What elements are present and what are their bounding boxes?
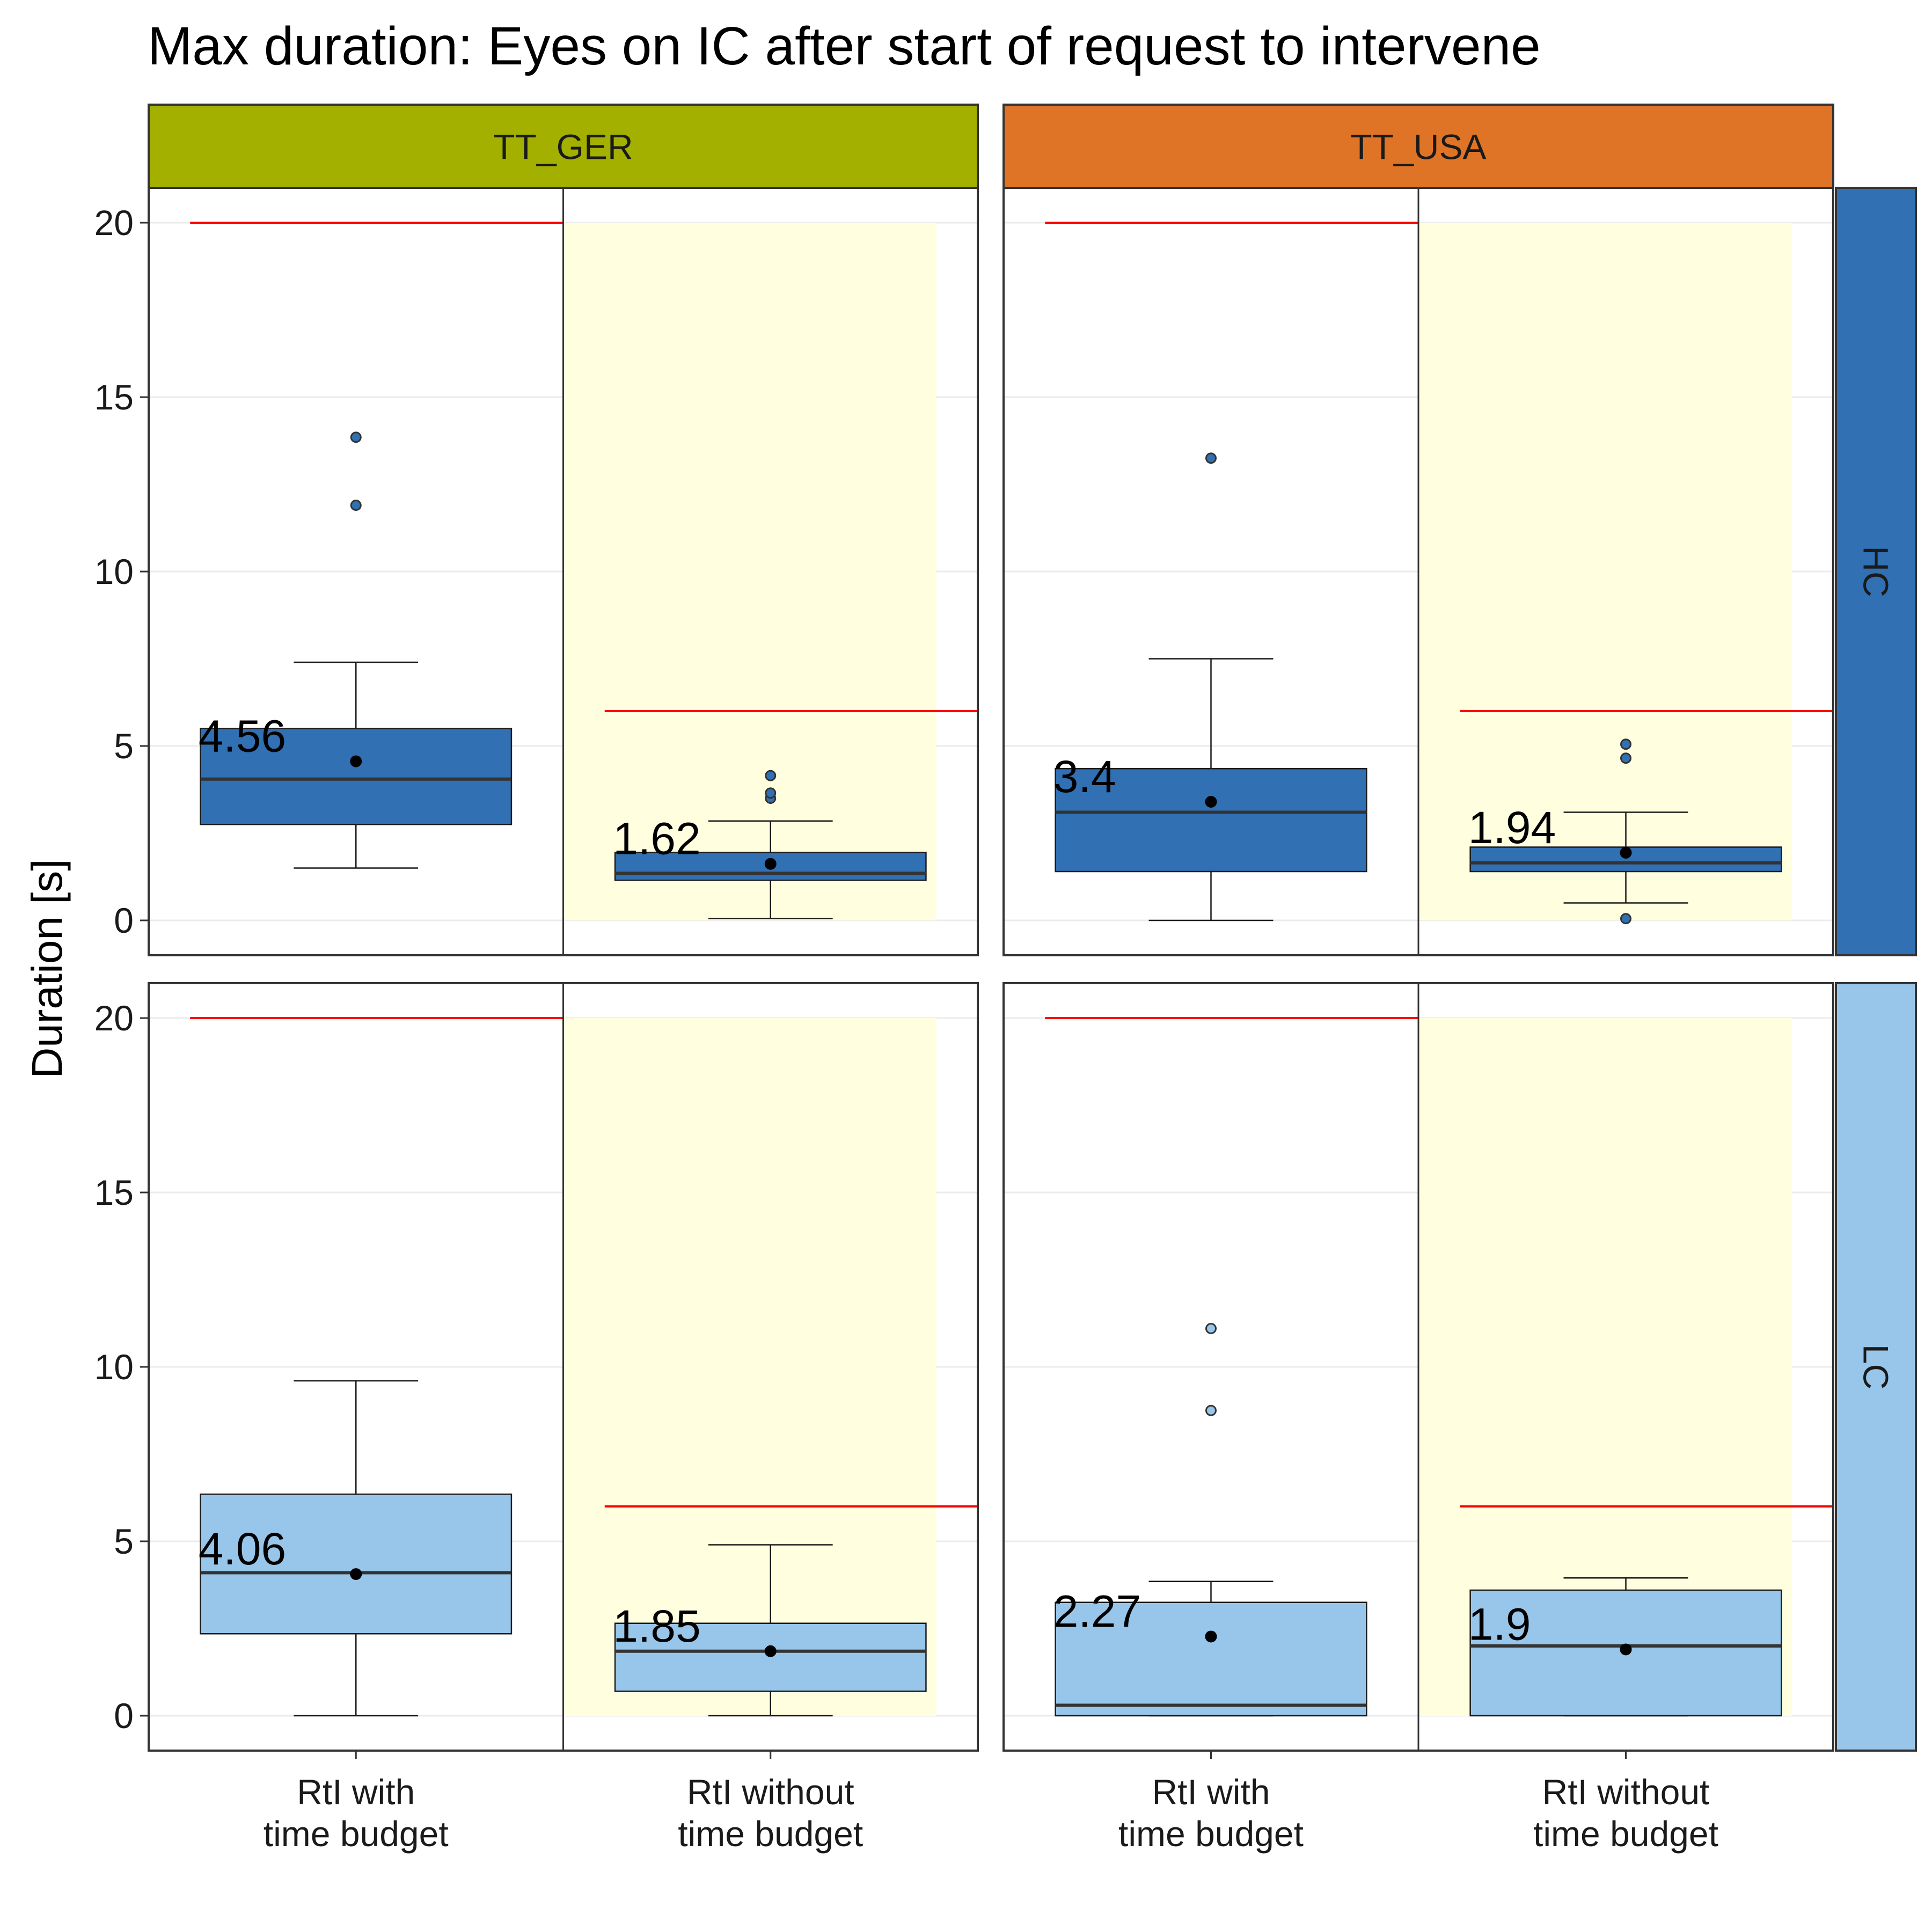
strip-lc: LC bbox=[1835, 982, 1917, 1752]
y-tick-label: 0 bbox=[114, 1696, 134, 1736]
strip-hc: HC bbox=[1835, 187, 1917, 956]
y-tick-label: 20 bbox=[94, 998, 134, 1038]
row-strip bbox=[1835, 982, 1917, 1752]
mean-point bbox=[350, 755, 362, 767]
mean-label: 1.85 bbox=[613, 1601, 701, 1651]
mean-point bbox=[1205, 796, 1217, 808]
strip-tt-ger: TT_GER bbox=[148, 104, 979, 189]
box bbox=[1055, 1601, 1367, 1717]
outlier-point bbox=[765, 770, 777, 781]
panel-tt-usa-lc: 2.27 1.9 RtI with time budget RtI without tim… bbox=[1002, 982, 1834, 1854]
box bbox=[1055, 768, 1367, 873]
strip-tt-usa: TT_USA bbox=[1002, 104, 1834, 189]
row-strip-label: LC bbox=[1856, 1344, 1896, 1389]
box bbox=[614, 1622, 927, 1692]
mean-label: 3.4 bbox=[1053, 751, 1116, 802]
panel-border bbox=[1002, 982, 1834, 1752]
mean-label: 2.27 bbox=[1053, 1586, 1141, 1636]
y-tick-label: 10 bbox=[94, 1347, 134, 1387]
column-strip bbox=[148, 104, 979, 189]
chart-title: Max duration: Eyes on IC after start of … bbox=[148, 16, 1541, 76]
mean-label: 1.62 bbox=[613, 814, 701, 864]
x-tick-label: RtI without time budget bbox=[678, 1772, 863, 1854]
outlier-point bbox=[1620, 913, 1631, 925]
box bbox=[200, 728, 513, 825]
y-tick-label: 15 bbox=[94, 377, 134, 417]
x-tick-label: RtI with time budget bbox=[1118, 1772, 1304, 1854]
mean-label: 4.06 bbox=[199, 1524, 287, 1574]
outlier-point bbox=[1205, 1404, 1217, 1416]
box bbox=[614, 852, 927, 881]
column-strip-label: TT_USA bbox=[1350, 127, 1486, 167]
outlier-point bbox=[350, 431, 362, 443]
outlier-point bbox=[350, 500, 362, 511]
column-strip-label: TT_GER bbox=[493, 127, 633, 167]
panel-tt-usa-hc: 3.4 1.94 bbox=[1002, 187, 1834, 956]
mean-point bbox=[1205, 1630, 1217, 1643]
y-tick-label: 5 bbox=[114, 726, 134, 766]
mean-point bbox=[350, 1568, 362, 1580]
plot-area: 4.56 1.62 0 5 10 15 20 3.4 1.94 4.06 1.85 0 5 10 15 20 R… bbox=[94, 104, 1917, 1854]
mean-point bbox=[764, 858, 777, 870]
y-tick-label: 10 bbox=[94, 552, 134, 591]
outlier-point bbox=[1620, 738, 1631, 750]
row-strip-label: HC bbox=[1856, 546, 1896, 597]
mean-point bbox=[764, 1645, 777, 1657]
mean-label: 1.9 bbox=[1468, 1599, 1531, 1650]
column-strip bbox=[1002, 104, 1834, 189]
mean-label: 1.94 bbox=[1468, 802, 1556, 853]
mean-label: 4.56 bbox=[199, 711, 287, 762]
y-tick-label: 20 bbox=[94, 203, 134, 243]
mean-point bbox=[1620, 846, 1632, 859]
x-tick-label: RtI with time budget bbox=[264, 1772, 449, 1854]
shaded-region bbox=[563, 1018, 936, 1716]
panel-tt-ger-lc: 4.06 1.85 0 5 10 15 20 RtI with time budget RtI w… bbox=[94, 982, 979, 1854]
shaded-region bbox=[1418, 223, 1792, 920]
y-tick-label: 15 bbox=[94, 1173, 134, 1212]
x-tick-label: RtI without time budget bbox=[1533, 1772, 1718, 1854]
outlier-point bbox=[765, 787, 777, 799]
box bbox=[200, 1494, 513, 1635]
shaded-region bbox=[563, 223, 936, 920]
y-tick-label: 5 bbox=[114, 1521, 134, 1561]
outlier-point bbox=[1620, 752, 1631, 764]
panel-tt-ger-hc: 4.56 1.62 0 5 10 15 20 bbox=[94, 187, 979, 956]
outlier-point bbox=[1205, 452, 1217, 464]
mean-point bbox=[1620, 1643, 1632, 1656]
row-strip bbox=[1835, 187, 1917, 956]
outlier-point bbox=[1205, 1323, 1217, 1334]
y-axis-title: Duration [s] bbox=[23, 859, 71, 1078]
y-tick-label: 0 bbox=[114, 901, 134, 940]
